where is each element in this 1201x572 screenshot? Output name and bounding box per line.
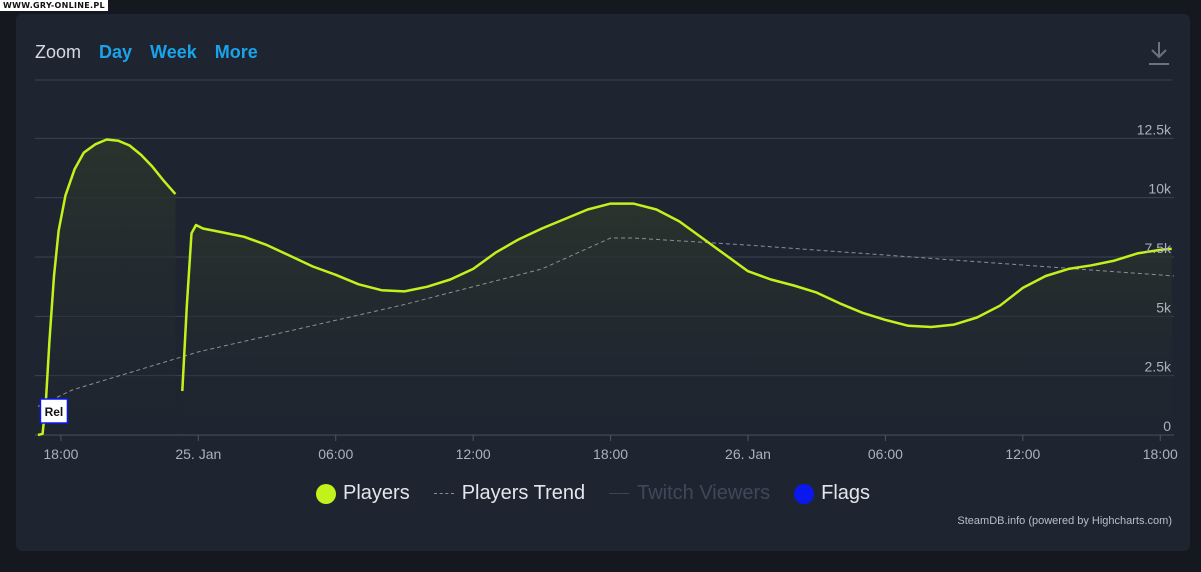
credits-link[interactable]: SteamDB.info (powered by Highcharts.com) xyxy=(957,515,1172,527)
players-area-segment-1 xyxy=(182,203,1172,435)
y-tick-label: 10k xyxy=(1148,181,1172,197)
legend-label-twitch-viewers: Twitch Viewers xyxy=(637,482,771,504)
twitch-viewers-legend-line xyxy=(609,493,630,494)
x-tick-label: 18:00 xyxy=(1143,446,1178,462)
zoom-day-button[interactable]: Day xyxy=(99,42,133,62)
legend-item-players-trend[interactable]: Players Trend xyxy=(433,482,586,505)
x-tick-label: 26. Jan xyxy=(725,446,771,462)
legend: Players Players Trend Twitch Viewers Fla… xyxy=(316,482,870,505)
y-tick-label: 0 xyxy=(1163,418,1171,434)
y-tick-label: 5k xyxy=(1156,299,1172,315)
download-icon[interactable] xyxy=(1148,40,1170,66)
y-tick-label: 7.5k xyxy=(1145,240,1172,256)
players-legend-dot xyxy=(316,483,336,504)
chart-panel: Zoom Day Week More 0 2.5k 5k 7.5k 10k 12.5k 18… xyxy=(16,14,1190,551)
legend-label-players: Players xyxy=(343,482,410,504)
legend-item-players[interactable]: Players xyxy=(316,482,410,505)
x-tick-label: 12:00 xyxy=(456,446,491,462)
zoom-week-button[interactable]: Week xyxy=(150,42,197,62)
flags-legend-dot xyxy=(794,483,815,504)
flag-release[interactable]: Rel xyxy=(39,398,69,424)
y-tick-label: 2.5k xyxy=(1145,359,1172,375)
players-chart: 0 2.5k 5k 7.5k 10k 12.5k 18:00 25. Jan 06:00 12:0… xyxy=(35,79,1178,462)
watermark: WWW.GRY-ONLINE.PL xyxy=(0,0,108,11)
x-tick-label: 12:00 xyxy=(1005,446,1040,462)
x-tick-label: 25. Jan xyxy=(175,446,221,462)
x-tick-label: 06:00 xyxy=(868,446,903,462)
x-tick-label: 18:00 xyxy=(593,446,628,462)
zoom-more-button[interactable]: More xyxy=(214,42,258,62)
legend-item-twitch-viewers[interactable]: Twitch Viewers xyxy=(609,482,770,505)
x-tick-label: 18:00 xyxy=(43,446,78,462)
y-tick-label: 12.5k xyxy=(1137,121,1172,137)
players-trend-legend-dash xyxy=(433,493,454,494)
zoom-bar: Zoom Day Week More xyxy=(35,42,276,63)
legend-label-flags: Flags xyxy=(821,482,871,504)
flag-label: Rel xyxy=(45,405,64,419)
players-area-segment-0 xyxy=(38,139,176,435)
zoom-label: Zoom xyxy=(35,42,82,62)
x-tick-label: 06:00 xyxy=(318,446,353,462)
flag-box xyxy=(39,398,69,424)
legend-label-players-trend: Players Trend xyxy=(461,482,586,504)
players-line-segment-0 xyxy=(37,138,177,437)
legend-item-flags[interactable]: Flags xyxy=(794,482,870,505)
players-line-segment-1 xyxy=(181,202,1172,392)
